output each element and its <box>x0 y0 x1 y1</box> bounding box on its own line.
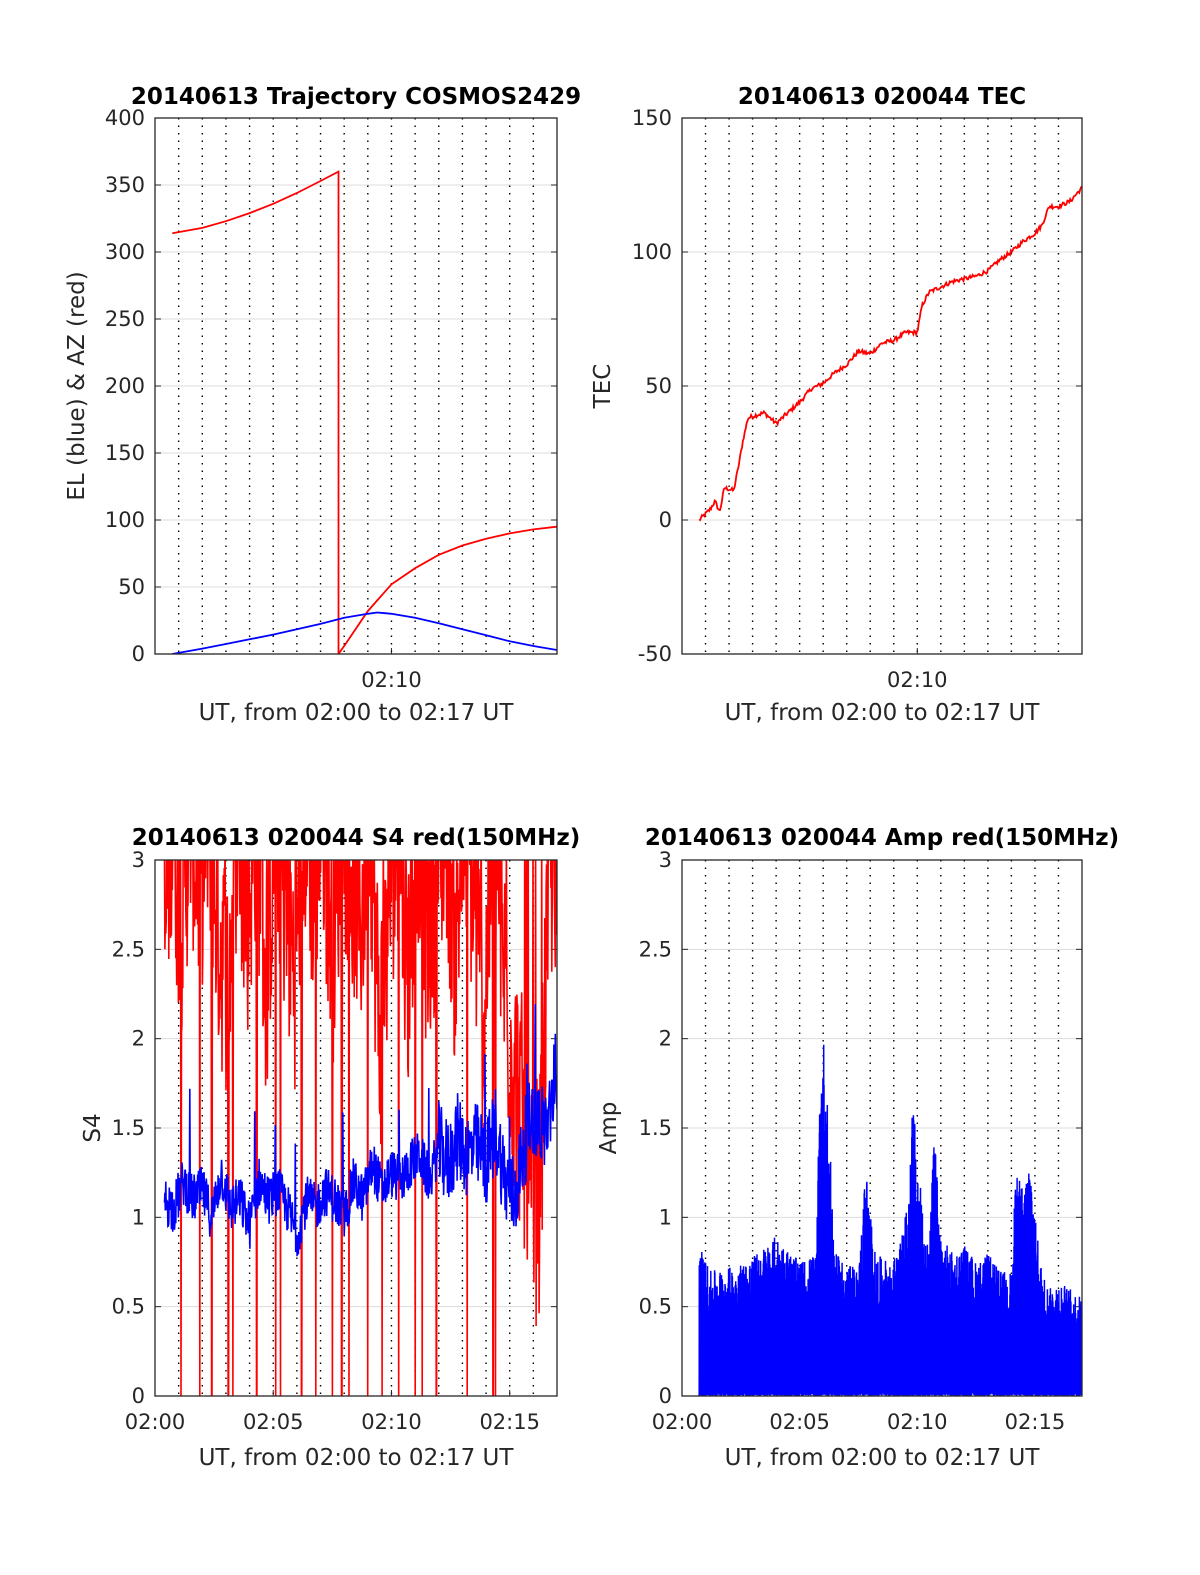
y-tick-label: 150 <box>105 441 145 465</box>
x-tick-label: 02:05 <box>769 1410 830 1434</box>
panel-title: 20140613 020044 Amp red(150MHz) <box>645 825 1119 851</box>
x-axis-label: UT, from 02:00 to 02:17 UT <box>199 1445 515 1471</box>
plot-area <box>163 860 557 1396</box>
y-tick-label: 0.5 <box>112 1295 145 1319</box>
x-tick-labels: 02:10 <box>361 668 422 692</box>
y-tick-label: 3 <box>659 848 672 872</box>
y-tick-labels: -50 0 50 100 150 <box>632 106 672 666</box>
plot-area <box>698 1044 1082 1396</box>
x-tick-labels: 02:00 02:05 02:10 02:15 <box>652 1410 1065 1434</box>
y-tick-label: 2.5 <box>639 937 672 961</box>
x-tick-labels: 02:10 <box>887 668 948 692</box>
panel-title: 20140613 Trajectory COSMOS2429 <box>131 84 581 110</box>
y-tick-label: 0 <box>659 1384 672 1408</box>
y-axis-label: TEC <box>590 364 616 410</box>
grid <box>682 117 1082 655</box>
y-tick-label: 2 <box>659 1027 672 1051</box>
y-tick-label: 1.5 <box>639 1116 672 1140</box>
y-tick-label: 1 <box>132 1205 145 1229</box>
y-tick-label: 50 <box>645 374 672 398</box>
axes-box <box>681 859 1083 1397</box>
axes-box <box>681 117 1083 655</box>
blue-series-line <box>172 611 557 654</box>
y-axis-label: S4 <box>80 1113 106 1142</box>
plot-area <box>172 170 557 654</box>
x-tick-label: 02:15 <box>1005 1410 1066 1434</box>
blue-series-line <box>163 1003 557 1257</box>
x-tick-label: 02:15 <box>479 1410 540 1434</box>
x-tick-label: 02:10 <box>361 1410 422 1434</box>
y-axis-label: Amp <box>596 1102 622 1155</box>
y-tick-label: 50 <box>118 575 145 599</box>
y-tick-label: 100 <box>632 240 672 264</box>
axes-box <box>154 117 558 655</box>
y-tick-labels: 0 0.5 1 1.5 2 2.5 3 <box>112 848 145 1408</box>
y-tick-label: 1 <box>659 1205 672 1229</box>
x-tick-label: 02:00 <box>652 1410 713 1434</box>
panel-trajectory: 20140613 Trajectory COSMOS2429 0 50 100 150… <box>64 84 581 726</box>
y-tick-label: 200 <box>105 374 145 398</box>
y-tick-label: 0 <box>132 642 145 666</box>
x-tick-labels: 02:00 02:05 02:10 02:15 <box>125 1410 540 1434</box>
red-series-line <box>698 185 1082 522</box>
y-tick-label: 250 <box>105 307 145 331</box>
y-tick-label: 100 <box>105 508 145 532</box>
x-tick-label: 02:10 <box>887 1410 948 1434</box>
panel-s4: 20140613 020044 S4 red(150MHz) 0 0.5 1 1.5 2… <box>80 825 581 1471</box>
axes-box <box>154 859 558 1397</box>
blue-series-line <box>698 1044 1082 1396</box>
y-tick-label: 150 <box>632 106 672 130</box>
y-tick-labels: 0 0.5 1 1.5 2 2.5 3 <box>639 848 672 1408</box>
y-tick-label: 2.5 <box>112 937 145 961</box>
x-tick-label: 02:00 <box>125 1410 186 1434</box>
grid <box>155 117 557 655</box>
y-tick-label: 3 <box>132 848 145 872</box>
panel-amp: 20140613 020044 Amp red(150MHz) 0 0.5 1 1.5… <box>596 825 1119 1471</box>
red-series-line <box>163 860 557 1396</box>
y-tick-label: 350 <box>105 173 145 197</box>
y-tick-label: -50 <box>638 642 672 666</box>
y-tick-label: 1.5 <box>112 1116 145 1140</box>
red-series-line <box>172 170 557 654</box>
y-tick-label: 400 <box>105 106 145 130</box>
y-tick-label: 2 <box>132 1027 145 1051</box>
panel-tec: 20140613 020044 TEC -50 0 50 100 150 02:10 U… <box>590 84 1083 726</box>
x-tick-label: 02:10 <box>887 668 948 692</box>
y-tick-label: 300 <box>105 240 145 264</box>
x-axis-label: UT, from 02:00 to 02:17 UT <box>199 700 515 726</box>
x-axis-label: UT, from 02:00 to 02:17 UT <box>725 1445 1041 1471</box>
y-tick-label: 0 <box>659 508 672 532</box>
plot-area <box>698 185 1082 522</box>
x-tick-label: 02:10 <box>361 668 422 692</box>
y-tick-label: 0 <box>132 1384 145 1408</box>
x-tick-label: 02:05 <box>243 1410 304 1434</box>
y-tick-label: 0.5 <box>639 1295 672 1319</box>
y-axis-label: EL (blue) & AZ (red) <box>64 271 90 500</box>
x-axis-label: UT, from 02:00 to 02:17 UT <box>725 700 1041 726</box>
y-tick-labels: 0 50 100 150 200 250 300 350 400 <box>105 106 145 666</box>
panel-title: 20140613 020044 TEC <box>738 84 1026 110</box>
panel-title: 20140613 020044 S4 red(150MHz) <box>132 825 581 851</box>
